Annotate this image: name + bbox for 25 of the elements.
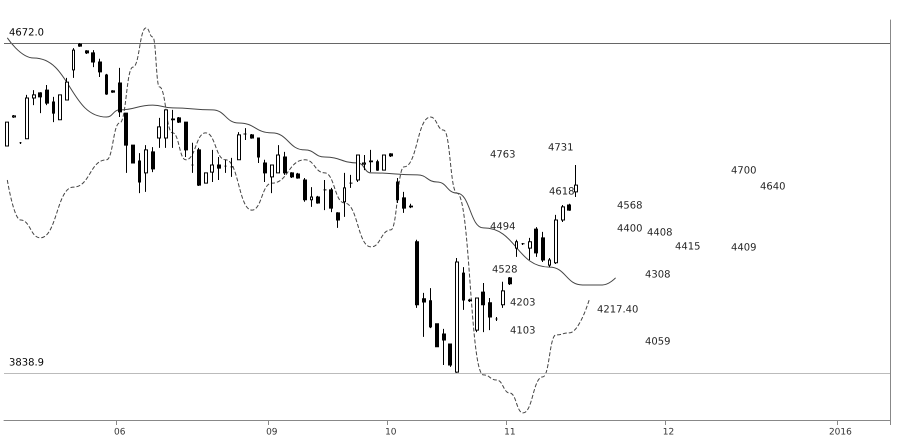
annotation: 4700 xyxy=(731,166,756,176)
annotation: 4415 xyxy=(675,242,700,252)
annotation: 4763 xyxy=(490,150,516,160)
annotation: 4618 xyxy=(549,186,574,198)
x-tick-label: 11 xyxy=(504,428,516,438)
annotation: 4640 xyxy=(760,182,786,192)
x-tick-label: 12 xyxy=(662,428,674,438)
ref-line-label: 4672.0 xyxy=(9,27,44,38)
annotation: 4409 xyxy=(731,242,756,254)
annotation: 4494 xyxy=(490,222,516,232)
ref-line-label: 3838.9 xyxy=(9,357,44,368)
annotation: 4528 xyxy=(492,264,518,276)
annotation: 4408 xyxy=(647,228,672,238)
annotation: 4203 xyxy=(510,298,536,308)
x-tick-label: 10 xyxy=(385,428,397,438)
annotation: 4731 xyxy=(548,142,574,154)
annotation: 4568 xyxy=(617,200,642,212)
annotation: 4308 xyxy=(645,270,670,280)
annotation: 4103 xyxy=(510,326,536,336)
x-tick-label: 2016 xyxy=(828,428,852,438)
x-tick-label: 06 xyxy=(114,428,126,438)
annotation: 4400 xyxy=(617,224,642,234)
annotation: 4217.40 xyxy=(597,304,638,316)
x-tick-label: 09 xyxy=(266,428,278,438)
annotation: 4059 xyxy=(645,336,670,348)
